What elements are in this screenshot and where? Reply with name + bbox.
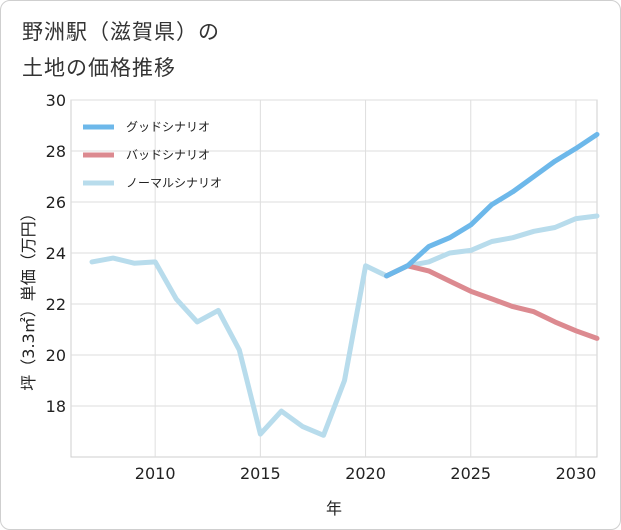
y-tick-label: 20: [46, 346, 66, 365]
data-point: [321, 433, 326, 438]
data-point: [447, 235, 452, 240]
legend-item[interactable]: グッドシナリオ: [83, 120, 210, 134]
x-tick-label: 2030: [556, 464, 597, 483]
series-layer: [89, 131, 600, 438]
data-point: [574, 328, 579, 333]
x-tick-label: 2015: [240, 464, 281, 483]
data-point: [237, 347, 242, 352]
data-point: [363, 263, 368, 268]
data-point: [468, 248, 473, 253]
data-point: [595, 336, 600, 341]
data-point: [510, 304, 515, 309]
data-point: [552, 159, 557, 164]
data-point: [153, 259, 158, 264]
data-point: [447, 251, 452, 256]
data-point: [300, 424, 305, 429]
data-point: [426, 259, 431, 264]
data-point: [132, 261, 137, 266]
legend-item[interactable]: バッドシナリオ: [83, 148, 210, 162]
data-point: [510, 189, 515, 194]
series-group: [384, 263, 600, 341]
data-point: [531, 309, 536, 314]
y-tick-label: 18: [46, 397, 66, 416]
data-point: [489, 202, 494, 207]
x-tick-label: 2020: [345, 464, 386, 483]
y-tick-label: 24: [46, 244, 66, 263]
data-point: [195, 319, 200, 324]
series-line: [384, 131, 600, 279]
data-point: [574, 216, 579, 221]
data-point: [595, 132, 600, 137]
legend-label: ノーマルシナリオ: [126, 176, 222, 190]
data-point: [489, 296, 494, 301]
data-point: [574, 146, 579, 151]
data-point: [426, 244, 431, 249]
data-point: [468, 222, 473, 227]
data-point: [342, 378, 347, 383]
legend-label: グッドシナリオ: [126, 120, 210, 134]
plot-area: [70, 99, 598, 458]
y-tick-label: 26: [46, 193, 66, 212]
data-point: [90, 259, 95, 264]
data-point: [111, 256, 116, 261]
y-tick-label: 28: [46, 142, 66, 161]
y-tick-label: 22: [46, 295, 66, 314]
data-point: [447, 279, 452, 284]
data-point: [468, 289, 473, 294]
series-group: [384, 131, 600, 279]
legend-item[interactable]: ノーマルシナリオ: [83, 176, 222, 190]
x-tick-label: 2025: [450, 464, 491, 483]
series-line: [89, 213, 600, 438]
data-point: [510, 235, 515, 240]
x-tick-label: 2010: [135, 464, 176, 483]
data-point: [279, 409, 284, 414]
series-group: [89, 213, 600, 438]
ticks: 2010 2015 2020 2025 2030 18 20 22 24 26 28 30: [46, 91, 597, 483]
data-point: [216, 308, 221, 313]
data-point: [384, 273, 389, 278]
series-line: [384, 263, 600, 341]
data-point: [174, 296, 179, 301]
x-axis-label: 年: [326, 499, 342, 518]
y-axis-label: 坪（3.3㎡）単価（万円）: [19, 205, 38, 390]
chart-title: 野洲駅（滋賀県）の 土地の価格推移: [22, 20, 220, 80]
legend-label: バッドシナリオ: [126, 148, 210, 162]
data-point: [405, 263, 410, 268]
data-point: [258, 432, 263, 437]
data-point: [531, 174, 536, 179]
y-tick-label: 30: [46, 91, 66, 110]
data-point: [531, 229, 536, 234]
data-point: [489, 239, 494, 244]
data-point: [552, 225, 557, 230]
data-point: [552, 319, 557, 324]
data-point: [426, 268, 431, 273]
data-point: [595, 214, 600, 219]
